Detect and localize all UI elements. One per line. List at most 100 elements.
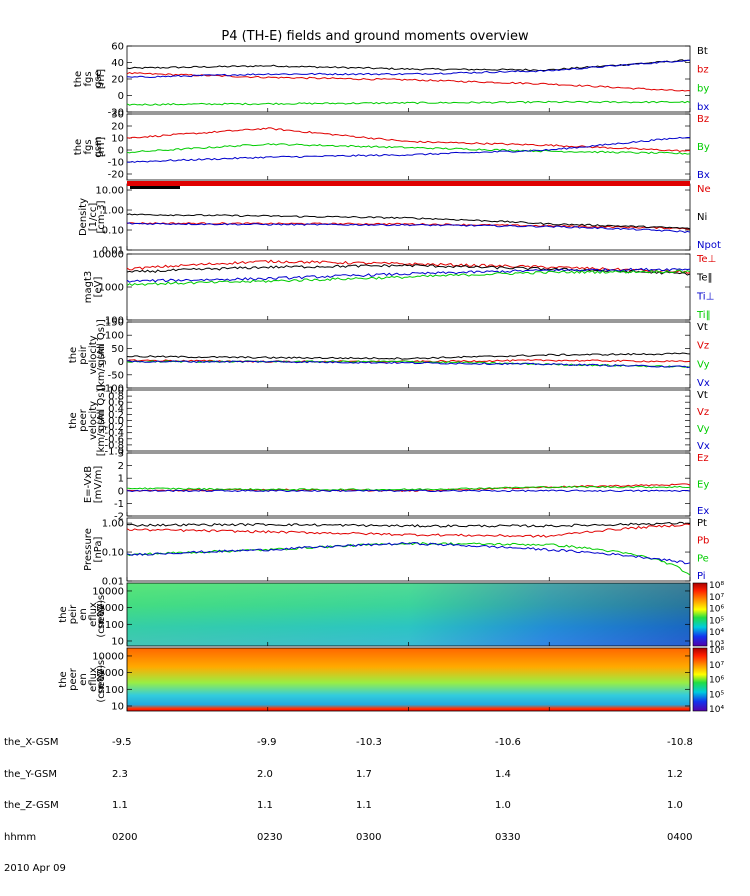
y-axis-label: Pressure bbox=[83, 528, 94, 571]
footer-value: 1.0 bbox=[667, 800, 683, 811]
series-By bbox=[126, 143, 691, 155]
y-axis-label: en bbox=[78, 673, 89, 686]
y-axis-label: [nT] bbox=[96, 69, 107, 89]
y-axis-label: the bbox=[58, 671, 69, 687]
y-tick-label: -0.6 bbox=[104, 434, 124, 445]
y-tick-label: 60 bbox=[111, 42, 124, 53]
footer-label-z-gsm: the_Z-GSM bbox=[4, 800, 59, 811]
y-axis-label: peir bbox=[78, 344, 89, 364]
series-Ex bbox=[126, 489, 691, 493]
spectrogram-electron bbox=[127, 648, 690, 711]
y-axis-label: [1/cc] bbox=[88, 203, 99, 232]
panel-density: 10.00 1.00 0.10 0.01 Density [1/cc][cm-3] Ne Ni… bbox=[78, 181, 721, 257]
y-axis-label: eflux bbox=[88, 602, 99, 627]
footer-value: 0200 bbox=[112, 831, 138, 843]
legend-Vz: Vz bbox=[697, 407, 709, 418]
y-tick-label: -0.2 bbox=[104, 422, 124, 433]
colorbar-tick-label: 10⁴ bbox=[709, 705, 724, 715]
y-tick-label: 100 bbox=[105, 620, 124, 631]
y-tick-label: 1000 bbox=[99, 668, 124, 679]
series-Bx bbox=[126, 136, 690, 163]
y-tick-label: 1.0 bbox=[108, 386, 124, 397]
y-tick-label: 10 bbox=[111, 636, 124, 647]
legend-Bx: Bx bbox=[697, 170, 710, 181]
series-Vx bbox=[126, 360, 691, 369]
y-tick-label: 3 bbox=[118, 449, 124, 460]
y-axis-label: [eV] bbox=[93, 277, 104, 298]
legend-Ex: Ex bbox=[697, 506, 709, 517]
footer-value: 1.0 bbox=[495, 800, 511, 811]
y-axis-label: magt3 bbox=[83, 271, 94, 304]
panel-frame bbox=[126, 389, 691, 452]
y-tick-label: 0.01 bbox=[102, 246, 124, 257]
y-tick-label: 20 bbox=[111, 122, 124, 133]
y-axis-label: en bbox=[78, 608, 89, 621]
colorbar bbox=[692, 647, 708, 712]
colorbar-tick-label: 10⁶ bbox=[709, 676, 724, 686]
y-tick-label: -20 bbox=[108, 170, 124, 181]
y-axis-label: peir bbox=[68, 604, 79, 624]
y-tick-label: 0.2 bbox=[108, 410, 124, 421]
legend-Vx: Vx bbox=[697, 378, 710, 389]
legend-Vt: Vt bbox=[697, 322, 708, 333]
series-Vt bbox=[126, 352, 691, 360]
series-Ne bbox=[126, 222, 691, 230]
y-tick-label: 0.10 bbox=[102, 548, 124, 559]
series-Bz bbox=[126, 127, 690, 153]
series-Pi bbox=[126, 541, 691, 565]
y-axis-label: velocity bbox=[88, 401, 99, 440]
y-axis-label: eV/ bbox=[96, 671, 107, 688]
legend-Pe: Pe bbox=[697, 553, 709, 564]
spectrogram-ion-overlay bbox=[127, 583, 690, 646]
panel-frame bbox=[126, 517, 691, 582]
y-tick-label: 10000 bbox=[92, 586, 124, 597]
colorbar-tick-label: 10⁸ bbox=[709, 646, 724, 656]
panel-electron-eflux: 10⁸ 10⁷ 10⁶ 10⁵ 10⁴ 10000 1000 100 10 the peer en ef… bbox=[58, 646, 724, 715]
series-Ni bbox=[126, 213, 691, 230]
series-Pb bbox=[126, 523, 691, 538]
y-tick-label: 1000 bbox=[99, 603, 124, 614]
legend-Te⊥: Te⊥ bbox=[696, 254, 716, 265]
series-by bbox=[126, 100, 691, 106]
footer-value: 1.1 bbox=[356, 800, 372, 811]
y-tick-label: -10 bbox=[108, 158, 124, 169]
y-tick-label: 0.10 bbox=[102, 226, 124, 237]
y-axis-label: [nPa] bbox=[93, 536, 104, 562]
y-axis-label: the bbox=[68, 347, 79, 363]
y-tick-label: 0.6 bbox=[108, 398, 124, 409]
quality-flag-bar bbox=[127, 181, 690, 186]
y-tick-label: -2 bbox=[114, 512, 124, 523]
footer-value: 1.1 bbox=[257, 800, 273, 811]
y-tick-label: 1.00 bbox=[102, 206, 124, 217]
y-tick-label: 0 bbox=[118, 486, 124, 497]
colorbar-tick-label: 10⁷ bbox=[709, 593, 724, 603]
footer-value: 0330 bbox=[495, 831, 521, 843]
legend-Bz: Bz bbox=[697, 114, 709, 125]
y-tick-label: 10 bbox=[111, 134, 124, 145]
colorbar-tick-label: 10⁵ bbox=[709, 616, 724, 626]
y-tick-label: -50 bbox=[108, 370, 124, 381]
legend-Npot: Npot bbox=[697, 240, 721, 251]
y-tick-label: 10000 bbox=[92, 651, 124, 662]
y-tick-label: -100 bbox=[101, 384, 124, 395]
panel-fgs-gse: 60 40 20 0 -20 the fgs gse[nT] Bt bz by bx bbox=[73, 42, 709, 119]
y-tick-label: -0.4 bbox=[104, 428, 124, 439]
colorbar-tick-label: 10⁴ bbox=[709, 628, 724, 638]
legend-Ni: Ni bbox=[697, 212, 707, 223]
y-axis-label: gse bbox=[93, 70, 104, 88]
y-tick-label: 10.00 bbox=[95, 186, 124, 197]
legend-Vx: Vx bbox=[697, 441, 710, 452]
y-tick-label: 20 bbox=[111, 75, 124, 86]
y-axis-label: gsm bbox=[93, 136, 104, 157]
y-tick-label: 0 bbox=[118, 357, 124, 368]
y-axis-label: sr-eV) bbox=[96, 665, 107, 694]
legend-Ti⊥: Ti⊥ bbox=[696, 291, 714, 302]
series-Ey bbox=[126, 485, 691, 491]
y-axis-label: fgs bbox=[83, 71, 94, 86]
y-tick-label: 100 bbox=[105, 316, 124, 327]
y-axis-label: the bbox=[73, 71, 84, 87]
series-Pe bbox=[126, 541, 691, 576]
y-tick-label: 150 bbox=[105, 318, 124, 329]
y-tick-label: -0.8 bbox=[104, 440, 124, 451]
